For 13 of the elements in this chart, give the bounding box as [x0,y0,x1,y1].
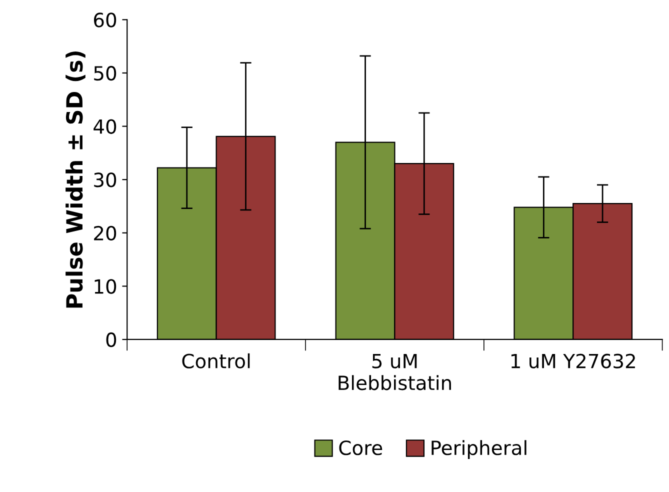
y-tick-label: 10 [94,279,116,294]
legend-label: Core [339,440,382,456]
y-tick-label: 30 [94,172,116,188]
y-axis-title: Pulse Width ± SD (s) [66,51,86,308]
x-tick-label: 1 uM Y27632 [511,354,635,368]
y-tick-label: 40 [94,119,116,134]
x-tick-label: 5 uM Blebbistatin [338,354,451,390]
legend-label: Peripheral [432,440,526,459]
y-tick-label: 50 [94,66,116,81]
y-tick-label: 0 [106,332,116,348]
y-tick-label: 20 [94,226,116,241]
y-tick-label: 60 [94,12,116,28]
x-tick-label: Control [182,353,250,368]
